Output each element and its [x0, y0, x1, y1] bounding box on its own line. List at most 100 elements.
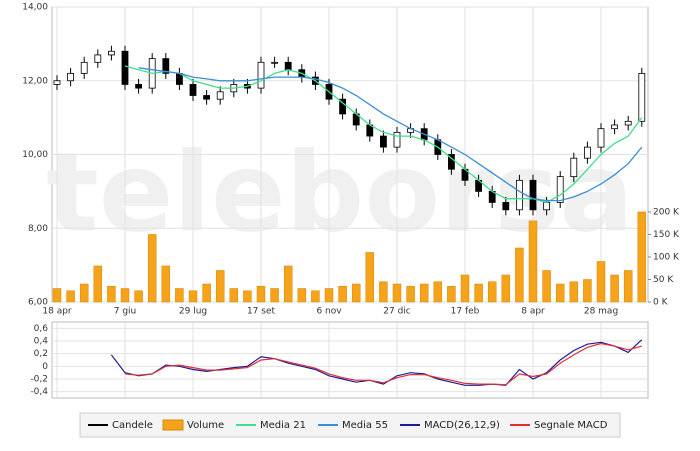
volume-bar	[487, 281, 497, 303]
x-tick-label: 28 mag	[584, 307, 618, 317]
y-tick-label: 0,2	[34, 349, 48, 359]
x-tick-label: 27 dic	[383, 307, 411, 317]
x-tick-label: 29 lug	[179, 307, 207, 317]
volume-bar	[215, 270, 225, 303]
indicator-line	[124, 342, 642, 386]
moving-average	[138, 67, 643, 202]
y-tick-label: 0,4	[34, 337, 49, 347]
indicator-line	[110, 339, 643, 386]
volume-bar	[202, 283, 211, 303]
legend-label: Segnale MACD	[534, 420, 608, 431]
volume-bar	[392, 283, 402, 303]
volume-bar	[270, 288, 279, 303]
volume-bar	[623, 270, 633, 303]
volume-bar	[93, 265, 103, 303]
candle-body	[584, 146, 591, 159]
x-tick-label: 6 nov	[316, 307, 342, 317]
volume-bar	[297, 288, 307, 303]
candle-body	[203, 95, 211, 100]
volume-bar	[147, 234, 157, 303]
x-tick-label: 17 set	[247, 307, 276, 317]
volume-bar	[583, 279, 592, 303]
candle-body	[379, 135, 387, 148]
volume-bar	[460, 274, 470, 303]
legend-label: Candele	[112, 420, 153, 431]
candle-body	[94, 54, 102, 63]
volume-bar	[79, 283, 89, 303]
candle-body	[284, 61, 292, 71]
legend-swatch	[162, 419, 184, 431]
candle-body	[624, 120, 632, 126]
volume-bar	[229, 288, 239, 303]
x-tick-label: 7 giu	[114, 307, 137, 317]
candle-body	[162, 58, 170, 74]
candle-body	[271, 61, 279, 64]
y-tick-label: 10,00	[22, 150, 48, 160]
candle-body	[135, 84, 143, 89]
y2-tick-label: 50 K	[653, 275, 674, 285]
volume-bar	[365, 252, 375, 303]
y-tick-label: 12,00	[22, 76, 48, 86]
candle-body	[570, 157, 578, 178]
volume-bar	[256, 285, 266, 303]
y-tick-label: 8,00	[28, 224, 48, 234]
volume-bar	[175, 288, 184, 303]
y-tick-label: 14,00	[22, 3, 48, 13]
volume-bar	[107, 285, 116, 303]
volume-bar	[338, 285, 347, 303]
volume-bar	[596, 261, 606, 303]
candle-body	[257, 61, 265, 89]
candle-body	[529, 179, 537, 211]
volume-bar	[161, 265, 171, 303]
candle-body	[543, 202, 550, 211]
volume-bar	[515, 247, 524, 303]
candle-body	[611, 124, 618, 130]
volume-bar	[120, 288, 130, 303]
candle-body	[216, 91, 224, 100]
candle-body	[447, 154, 455, 170]
y-tick-label: -0,2	[30, 375, 48, 385]
volume-bar	[406, 285, 415, 303]
legend-label: MACD(26,12,9)	[424, 420, 500, 431]
y-tick-label: -0,4	[30, 387, 48, 397]
candle-body	[189, 84, 197, 96]
volume-bar	[542, 270, 551, 303]
x-tick-label: 18 apr	[42, 307, 72, 317]
y-tick-label: 0	[42, 362, 48, 372]
volume-bar	[311, 290, 320, 303]
legend-label: Volume	[187, 420, 224, 431]
volume-bar	[134, 290, 143, 303]
volume-bar	[66, 290, 75, 303]
candle-body	[339, 98, 347, 115]
candle-body	[638, 72, 646, 122]
volume-bar	[447, 285, 456, 303]
candle-body	[80, 61, 88, 74]
y2-tick-label: 0 K	[653, 298, 669, 308]
candle-body	[53, 80, 61, 85]
candle-body	[67, 72, 74, 82]
candle-body	[502, 202, 510, 211]
volume-bar	[474, 283, 483, 303]
x-tick-label: 8 apr	[521, 307, 545, 317]
legend: Candele Volume Media 21 Media 55 MACD(26,12,…	[79, 412, 621, 438]
candle-body	[393, 131, 401, 148]
volume-bar	[637, 211, 647, 303]
candle-body	[597, 128, 605, 148]
volume-bar	[419, 283, 429, 303]
y2-tick-label: 100 K	[653, 252, 680, 262]
volume-bar	[52, 288, 62, 303]
volume-bar	[555, 283, 565, 303]
volume-bar	[324, 288, 334, 303]
volume-bar	[379, 281, 388, 303]
macd-panel	[51, 321, 649, 399]
volume-bar	[528, 220, 538, 303]
y2-tick-label: 150 K	[653, 230, 680, 240]
volume-bar	[433, 281, 443, 303]
volume-bar	[610, 274, 619, 303]
volume-bar	[243, 290, 252, 303]
volume-bar	[501, 274, 511, 303]
watermark: teleborsa	[46, 128, 634, 256]
x-tick-label: 17 feb	[451, 307, 480, 317]
volume-bar	[351, 283, 361, 303]
